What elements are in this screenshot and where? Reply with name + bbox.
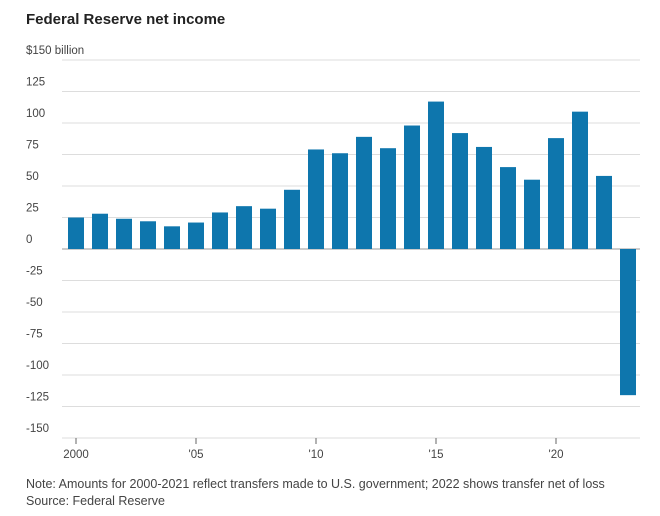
y-tick-label: -25	[26, 266, 43, 278]
y-tick-label: -125	[26, 392, 49, 404]
y-tick-label: 125	[26, 77, 45, 89]
bar	[68, 217, 84, 249]
bar	[356, 136, 372, 249]
bar	[212, 212, 228, 249]
bar	[260, 208, 276, 249]
x-tick-label: '05	[189, 449, 204, 461]
x-tick-label: 2000	[63, 449, 89, 461]
bar	[572, 111, 588, 249]
bar	[428, 101, 444, 249]
x-tick-label: '20	[549, 449, 564, 461]
bar	[188, 222, 204, 249]
bar	[596, 175, 612, 249]
y-tick-label: 50	[26, 171, 39, 183]
y-tick-label: 25	[26, 203, 39, 215]
bar	[500, 167, 516, 249]
y-tick-label: 0	[26, 234, 32, 246]
x-tick-label: '15	[429, 449, 444, 461]
y-tick-label: -75	[26, 329, 43, 341]
y-tick-label: -150	[26, 423, 49, 435]
source: Source: Federal Reserve	[26, 494, 165, 508]
bar	[92, 213, 108, 249]
bar	[308, 149, 324, 249]
y-tick-label: $150 billion	[26, 45, 84, 57]
bar	[404, 125, 420, 249]
bar	[524, 179, 540, 249]
y-tick-label: -50	[26, 297, 43, 309]
bar	[164, 226, 180, 249]
x-tick-label: '10	[309, 449, 324, 461]
bar	[116, 218, 132, 249]
note: Note: Amounts for 2000-2021 reflect tran…	[26, 477, 605, 491]
bar	[548, 138, 564, 249]
bar	[476, 146, 492, 249]
bar	[620, 249, 636, 396]
bar	[332, 153, 348, 249]
chart-title: Federal Reserve net income	[26, 11, 225, 28]
bar	[140, 221, 156, 249]
y-tick-label: 75	[26, 140, 39, 152]
bar	[452, 133, 468, 249]
bar	[380, 148, 396, 249]
bar	[236, 206, 252, 249]
y-tick-label: 100	[26, 108, 45, 120]
y-tick-label: -100	[26, 360, 49, 372]
bar	[284, 189, 300, 249]
